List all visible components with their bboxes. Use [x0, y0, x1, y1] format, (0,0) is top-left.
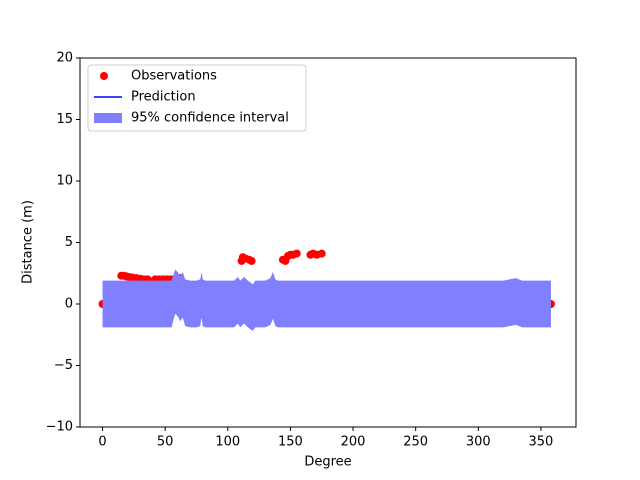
legend-marker — [94, 113, 122, 123]
legend-box — [87, 64, 307, 132]
x-tick-label: 0 — [98, 435, 106, 450]
observation-point — [247, 256, 256, 265]
x-tick-label: 150 — [278, 435, 303, 450]
x-axis-label: Degree — [304, 455, 351, 470]
y-tick-label: 20 — [56, 51, 73, 66]
legend-marker — [100, 72, 108, 80]
y-tick-label: 5 — [65, 235, 73, 250]
y-axis-label: Distance (m) — [21, 200, 36, 284]
legend-label: Observations — [131, 69, 217, 84]
x-tick-label: 50 — [157, 435, 174, 450]
y-tick-label: −5 — [54, 358, 73, 373]
x-tick-label: 200 — [341, 435, 366, 450]
legend-label: Prediction — [131, 90, 196, 105]
x-tick-label: 100 — [215, 435, 240, 450]
x-tick-label: 300 — [466, 435, 491, 450]
legend-label: 95% confidence interval — [131, 111, 289, 126]
confidence-band — [102, 269, 551, 332]
observation-point — [317, 249, 326, 258]
y-tick-label: −10 — [46, 420, 73, 435]
plot-area — [98, 249, 555, 332]
y-tick-label: 0 — [65, 297, 73, 312]
x-tick-label: 250 — [403, 435, 428, 450]
x-tick-label: 350 — [529, 435, 554, 450]
y-tick-label: 15 — [56, 112, 73, 127]
observation-point — [292, 249, 301, 258]
legend: Observations Prediction 95% confidence int… — [87, 64, 307, 132]
y-tick-label: 10 — [56, 174, 73, 189]
